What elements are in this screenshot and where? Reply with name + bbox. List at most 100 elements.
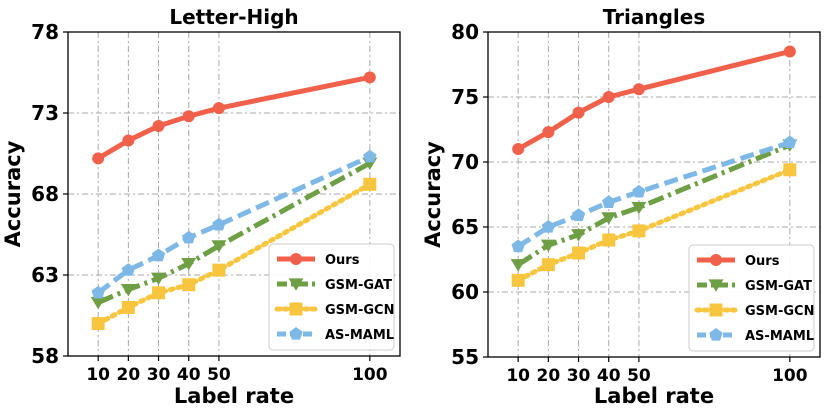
data-point-gsm-gat	[120, 283, 136, 297]
plot-frame	[487, 31, 821, 358]
legend: Ours GSM-GAT GSM-GCN AS-MAML	[688, 244, 815, 352]
data-point-ours	[602, 91, 615, 103]
data-point-as-maml	[363, 149, 377, 163]
legend-label-as-maml: AS-MAML	[325, 328, 394, 343]
x-tick-label: 10	[506, 366, 530, 386]
series-line-gsm-gat	[516, 142, 791, 267]
y-tick-label: 78	[31, 20, 59, 44]
legend-marker-gsm-gat	[708, 279, 724, 292]
data-point-ours	[512, 143, 525, 155]
y-tick-label: 68	[31, 182, 59, 206]
series-as-maml	[511, 135, 797, 253]
legend-label-gsm-gcn: GSM-GCN	[325, 303, 394, 318]
data-point-ours	[572, 106, 585, 119]
legend-box	[268, 243, 395, 351]
series-ours	[512, 45, 796, 155]
y-tick-label: 55	[451, 345, 479, 369]
y-tick-label: 58	[31, 344, 59, 368]
chart-letter-high: 10 20 30 40 50 100 58 63 68 73 78 Letter-High Label …	[1, 5, 401, 408]
data-point-gsm-gat	[90, 296, 106, 310]
data-point-gsm-gcn	[212, 263, 226, 277]
series-as-maml	[91, 149, 377, 299]
x-tick-label: 20	[117, 365, 141, 385]
series-line-ours	[96, 74, 371, 161]
series-line-ours	[516, 49, 791, 152]
data-point-gsm-gcn	[121, 300, 135, 314]
data-point-as-maml	[511, 239, 525, 253]
legend-label-gsm-gat: GSM-GAT	[745, 279, 812, 294]
data-point-as-maml	[602, 195, 616, 208]
y-tick-label: 73	[31, 101, 59, 125]
data-point-as-maml	[182, 230, 196, 244]
series-gsm-gcn	[511, 163, 797, 287]
legend-marker-as-maml	[709, 328, 723, 341]
legend-label-ours: Ours	[325, 253, 360, 268]
data-point-gsm-gcn	[363, 177, 377, 191]
legend-label-gsm-gat: GSM-GAT	[325, 278, 392, 293]
legend-marker-gsm-gcn	[289, 302, 303, 316]
legend-label-gsm-gcn: GSM-GCN	[745, 304, 814, 319]
x-tick-label: 40	[177, 365, 201, 385]
data-point-ours	[122, 134, 135, 147]
data-point-as-maml	[212, 217, 226, 231]
data-point-ours	[363, 71, 376, 84]
data-point-gsm-gcn	[572, 246, 586, 260]
y-axis-label: Accuracy	[1, 140, 25, 247]
data-point-gsm-gcn	[632, 224, 646, 238]
legend-marker-as-maml	[289, 327, 303, 340]
data-point-gsm-gcn	[152, 286, 166, 300]
chart-title: Triangles	[603, 5, 706, 29]
x-tick-label: 30	[567, 366, 591, 386]
data-point-gsm-gcn	[91, 317, 105, 331]
data-point-gsm-gcn	[602, 233, 616, 247]
data-point-gsm-gat	[211, 240, 227, 253]
data-point-gsm-gat	[601, 212, 617, 225]
x-tick-label: 50	[207, 365, 231, 385]
y-tick-label: 70	[451, 150, 479, 174]
data-point-as-maml	[91, 285, 105, 299]
data-point-gsm-gat	[540, 239, 556, 252]
data-point-gsm-gat	[571, 229, 587, 242]
y-axis-label: Accuracy	[421, 141, 445, 248]
x-tick-label: 100	[352, 365, 388, 385]
data-point-gsm-gat	[181, 258, 197, 271]
legend-label-as-maml: AS-MAML	[745, 329, 814, 344]
data-point-ours	[92, 152, 105, 165]
series-ours	[92, 71, 376, 165]
data-point-ours	[212, 102, 225, 115]
data-point-gsm-gat	[631, 201, 647, 215]
data-point-gsm-gat	[510, 259, 526, 272]
legend-label-ours: Ours	[745, 254, 780, 269]
data-point-as-maml	[571, 208, 586, 221]
data-point-gsm-gcn	[541, 258, 555, 272]
chart-title: Letter-High	[169, 5, 298, 29]
data-point-as-maml	[783, 135, 797, 149]
y-tick-label: 63	[31, 263, 59, 287]
series-line-gsm-gat	[97, 161, 372, 305]
data-point-ours	[542, 126, 555, 139]
data-point-ours	[632, 83, 645, 96]
legend-marker-gsm-gcn	[709, 303, 723, 317]
data-point-as-maml	[632, 184, 646, 198]
x-tick-label: 40	[597, 366, 621, 386]
y-tick-label: 80	[451, 20, 479, 44]
data-point-gsm-gcn	[511, 273, 525, 287]
x-tick-label: 20	[537, 366, 561, 386]
series-line-as-maml	[516, 140, 791, 249]
data-point-gsm-gcn	[783, 163, 797, 177]
y-tick-label: 65	[451, 215, 479, 239]
series-gsm-gcn	[91, 177, 377, 331]
x-axis-label: Label rate	[174, 384, 294, 408]
x-axis-label: Label rate	[594, 384, 714, 408]
data-point-as-maml	[541, 220, 556, 233]
x-tick-label: 30	[147, 365, 171, 385]
legend-marker-ours	[290, 253, 302, 265]
legend-box	[688, 244, 815, 352]
data-point-ours	[152, 119, 165, 132]
legend: Ours GSM-GAT GSM-GCN AS-MAML	[268, 243, 395, 351]
data-point-as-maml	[121, 263, 136, 276]
x-tick-label: 10	[86, 365, 110, 385]
x-tick-label: 50	[627, 366, 651, 386]
